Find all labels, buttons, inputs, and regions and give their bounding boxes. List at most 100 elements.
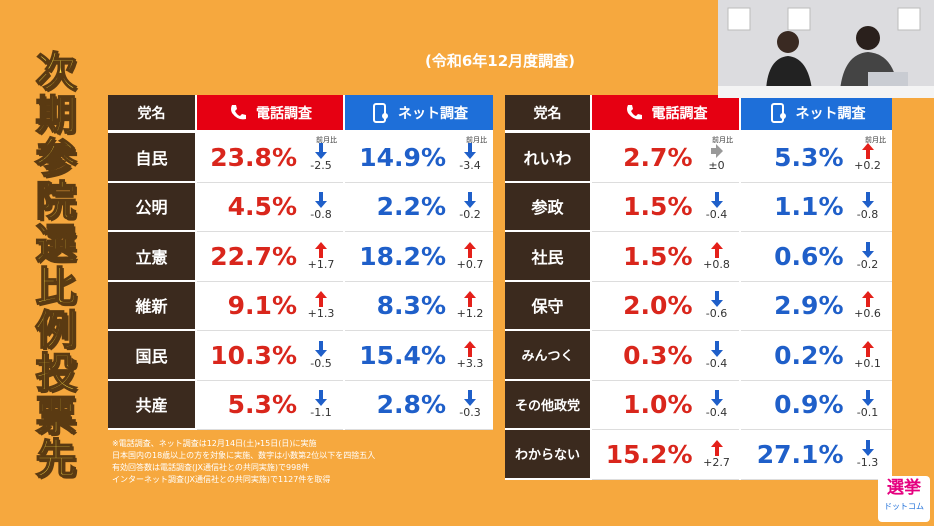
- party-cell: その他政党: [505, 380, 590, 430]
- trend-arrow: [315, 142, 327, 159]
- change-value: +0.8: [703, 257, 730, 271]
- trend-arrow: [464, 241, 476, 258]
- tap: [382, 112, 388, 119]
- webcam-view: [718, 0, 934, 98]
- phone-change: -0.5: [301, 340, 341, 370]
- change-value: -0.2: [856, 257, 879, 271]
- net-change: +0.6: [848, 291, 888, 320]
- trend-arrow: [464, 291, 476, 308]
- net-cell: 14.9% -3.4 前月比: [345, 133, 493, 183]
- trend-arrow: [861, 241, 874, 258]
- party-cell: みんつく: [505, 331, 590, 381]
- header-text: ネット調査: [795, 105, 866, 122]
- phone-change: +0.8: [697, 241, 737, 271]
- phone-value: 2.7%: [623, 142, 693, 172]
- phone-value: 1.5%: [623, 192, 693, 222]
- webcam-scene: [718, 0, 934, 98]
- change-value: -2.5: [310, 158, 332, 172]
- change-value: -3.4: [459, 158, 481, 172]
- net-change: +0.2: [848, 142, 888, 172]
- trend-arrow: [464, 192, 476, 209]
- person-head: [777, 31, 799, 53]
- backdrop-panel: [897, 7, 921, 31]
- data-table: 党名 電話調査 ネット調査 自民 23.8% -2.5 前月比 14.9% -3.4 前月比 公明 4…: [108, 95, 493, 430]
- net-change: +3.3: [450, 340, 490, 370]
- logo-top: 選挙: [887, 478, 921, 498]
- header-text: 党名: [533, 105, 562, 122]
- party-cell: 維新: [108, 281, 195, 331]
- change-value: +0.2: [854, 158, 881, 172]
- phone-icon: [626, 104, 642, 119]
- phone-value: 23.8%: [210, 142, 297, 172]
- net-change: -1.3: [848, 439, 888, 469]
- phone-cell: 4.5% -0.8: [197, 183, 343, 232]
- arrow-up: [315, 291, 327, 308]
- net-value: 15.4%: [359, 340, 446, 370]
- smartphone-icon: [770, 102, 786, 123]
- net-cell: 0.9% -0.1: [741, 381, 892, 430]
- arrow-down: [861, 192, 874, 209]
- arrow-down: [315, 142, 327, 159]
- phone-change: -1.1: [301, 390, 341, 419]
- arrow-up: [861, 340, 874, 357]
- header-text: 電話調査: [651, 105, 708, 122]
- phone-shape: [626, 104, 642, 119]
- arrow-up: [464, 241, 476, 258]
- phone-value: 5.3%: [227, 390, 297, 420]
- header-cell: ネット調査: [741, 95, 892, 130]
- net-cell: 1.1% -0.8: [741, 183, 892, 232]
- header-cell: 電話調査: [592, 95, 739, 130]
- arrow-down: [861, 439, 874, 456]
- phone-change: -0.4: [697, 340, 737, 370]
- arrow-down: [861, 390, 874, 407]
- party-cell: 保守: [505, 281, 590, 331]
- arrow-up: [464, 340, 476, 357]
- phone-body: [373, 102, 386, 123]
- trend-arrow: [861, 390, 874, 407]
- arrow-flat: [710, 143, 723, 158]
- change-value: -0.4: [705, 356, 728, 370]
- phone-value: 15.2%: [605, 439, 693, 469]
- trend-arrow: [710, 390, 723, 407]
- change-value: -0.4: [705, 406, 728, 420]
- change-value: +0.1: [854, 356, 881, 370]
- trend-arrow: [861, 291, 874, 308]
- subtitle: (令和6年12月度調査): [424, 52, 576, 70]
- phone-cell: 5.3% -1.1: [197, 381, 343, 430]
- backdrop-panel: [787, 7, 811, 31]
- change-value: +2.7: [703, 455, 730, 469]
- net-change: -0.2: [450, 192, 490, 221]
- net-value: 14.9%: [359, 142, 446, 172]
- logo: 選挙 ドットコム: [878, 476, 930, 522]
- phone-icon: [231, 104, 246, 119]
- header-text: 党名: [137, 105, 166, 122]
- net-value: 2.8%: [376, 390, 446, 420]
- header-text: ネット調査: [398, 105, 468, 122]
- party-cell: 参政: [505, 182, 590, 232]
- arrow-down: [315, 340, 327, 357]
- change-value: +0.7: [456, 257, 484, 271]
- phone-change: -2.5: [301, 142, 341, 172]
- notes: ※電話調査、ネット調査は12月14日(土)・15日(日)に実施 日本国内の18歳以…: [112, 438, 375, 486]
- arrow-down: [710, 340, 723, 357]
- trend-arrow: [861, 439, 874, 456]
- phone-cell: 2.7% ±0 前月比: [592, 133, 739, 183]
- change-value: -0.8: [310, 208, 332, 222]
- phone-change: +1.3: [301, 291, 341, 320]
- phone-shape: [231, 104, 246, 119]
- arrow-down: [710, 291, 723, 308]
- net-cell: 2.9% +0.6: [741, 282, 892, 331]
- trend-arrow: [710, 340, 723, 357]
- net-value: 0.6%: [774, 241, 844, 271]
- net-value: 0.9%: [774, 390, 844, 420]
- change-value: -0.8: [856, 208, 879, 222]
- trend-arrow: [861, 340, 874, 357]
- net-cell: 0.6% -0.2: [741, 232, 892, 282]
- phone-value: 0.3%: [623, 340, 693, 370]
- change-value: +1.2: [456, 307, 484, 321]
- arrow-down: [315, 192, 327, 209]
- trend-arrow: [464, 390, 476, 407]
- arrow-down: [315, 390, 327, 407]
- net-change: +1.2: [450, 291, 490, 320]
